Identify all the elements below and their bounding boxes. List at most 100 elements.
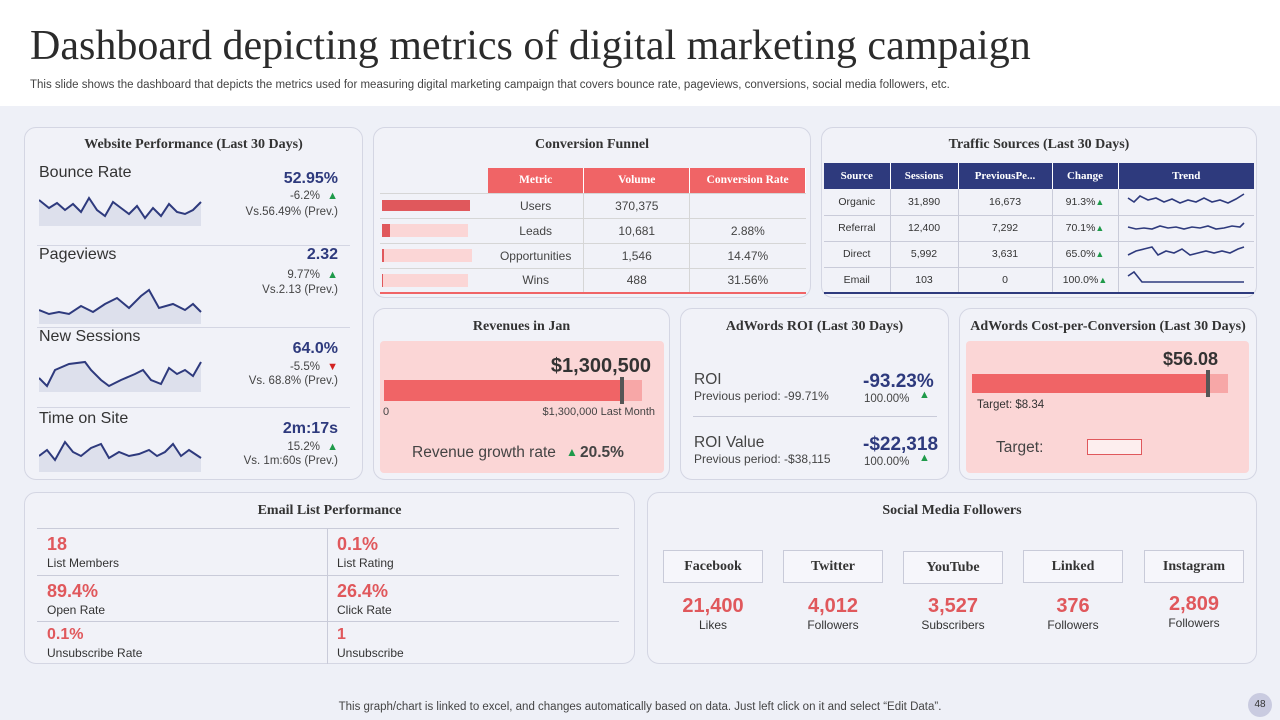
table-row: Leads 10,681 2.88% <box>380 218 806 244</box>
metric-change: 9.77% <box>287 269 320 281</box>
sessions-cell: 31,890 <box>890 189 959 216</box>
list-members-cell: 18 List Members <box>37 528 327 574</box>
volume-cell: 1,546 <box>583 243 691 269</box>
youtube-label-box: YouTube <box>903 551 1003 584</box>
conversion-funnel-table: Metric Volume Conversion Rate Users 370,… <box>380 168 806 294</box>
facebook-label-box: Facebook <box>663 550 763 583</box>
metric-cell: Opportunities <box>487 243 585 269</box>
roi-label: ROI <box>694 371 722 388</box>
trend-cell <box>1118 215 1254 242</box>
social-media-panel: Social Media Followers Facebook 21,400 L… <box>647 492 1257 664</box>
previous-cell: 3,631 <box>958 241 1053 268</box>
change-value: 65.0% <box>1065 248 1096 260</box>
pageviews-row: Pageviews 2.32 9.77% ▲ Vs.2.13 (Prev.) <box>37 246 350 328</box>
metric-prev: Vs.2.13 (Prev.) <box>262 284 338 296</box>
roi-value: -93.23% <box>863 371 934 392</box>
metric-prev: Vs. 1m:60s (Prev.) <box>243 455 338 467</box>
funnel-bar <box>382 249 472 262</box>
traffic-sources-table: Source Sessions PreviousPe... Change Tre… <box>824 163 1254 294</box>
sessions-cell: 5,992 <box>890 241 959 268</box>
previous-cell: 7,292 <box>958 215 1053 242</box>
page-subtitle: This slide shows the dashboard that depi… <box>30 79 950 91</box>
revenue-growth-label: Revenue growth rate <box>412 444 556 461</box>
change-cell: 91.3%▲ <box>1052 189 1119 216</box>
email-metric-value: 0.1% <box>337 534 379 554</box>
adwords-cpc-panel: AdWords Cost-per-Conversion (Last 30 Day… <box>959 308 1257 480</box>
change-value: 70.1% <box>1065 222 1096 234</box>
up-arrow-icon: ▲ <box>1095 249 1105 259</box>
email-metric-value: 0.1% <box>47 626 84 643</box>
trend-sparkline <box>1127 245 1245 256</box>
trend-sparkline <box>1127 271 1245 284</box>
source-cell: Direct <box>824 241 891 268</box>
revenue-min-label: 0 <box>383 406 390 418</box>
revenue-max-label: $1,300,000 Last Month <box>542 406 655 418</box>
adwords-roi-panel: AdWords ROI (Last 30 Days) ROI Previous … <box>680 308 949 480</box>
table-header-row: Source Sessions PreviousPe... Change Tre… <box>824 163 1254 189</box>
linked-count: 376 <box>1056 595 1090 617</box>
up-arrow-icon: ▲ <box>327 441 338 453</box>
metric-prev: Vs.56.49% (Prev.) <box>245 206 338 218</box>
column-header: Sessions <box>890 163 959 189</box>
bounce-rate-sparkline <box>39 196 202 226</box>
column-header: Change <box>1052 163 1119 189</box>
up-arrow-icon: ▲ <box>1095 223 1105 233</box>
email-metric-label: Unsubscribe Rate <box>47 646 143 660</box>
metric-cell: Users <box>487 193 585 219</box>
metric-cell: Leads <box>487 218 585 244</box>
revenues-box <box>380 341 664 473</box>
volume-cell: 488 <box>583 268 691 294</box>
revenue-progress-bar <box>384 380 642 401</box>
email-metric-value: 26.4% <box>337 581 389 601</box>
email-metric-value: 1 <box>337 626 346 643</box>
trend-cell <box>1118 241 1254 268</box>
unsubscribe-rate-cell: 0.1% Unsubscribe Rate <box>37 621 327 667</box>
metric-name: Time on Site <box>39 410 129 427</box>
rate-cell: 14.47% <box>689 243 806 269</box>
table-row: Direct 5,992 3,631 65.0%▲ <box>824 241 1254 268</box>
column-header: Volume <box>583 168 691 194</box>
table-row: Users 370,375 <box>380 193 806 219</box>
rate-cell: 2.88% <box>689 218 806 244</box>
divider <box>327 528 328 664</box>
metric-value: 64.0% <box>292 340 338 357</box>
metric-name: New Sessions <box>39 328 141 345</box>
divider <box>37 575 619 576</box>
twitter-count: 4,012 <box>807 595 859 617</box>
roi-value-prev: Previous period: -$38,115 <box>694 452 831 466</box>
up-arrow-icon: ▲ <box>566 445 578 459</box>
roi-value-value: -$22,318 <box>863 434 939 455</box>
trend-sparkline <box>1128 221 1245 230</box>
change-value: 91.3% <box>1065 195 1096 208</box>
cpc-progress-fill <box>972 374 1208 393</box>
metric-change: 15.2% <box>287 441 320 453</box>
page-number-badge: 48 <box>1248 693 1272 717</box>
divider <box>37 621 619 622</box>
email-metric-value: 18 <box>47 534 68 554</box>
cpc-target-label: Target: <box>996 439 1044 456</box>
table-row: Organic 31,890 16,673 91.3%▲ <box>824 189 1254 216</box>
up-arrow-icon: ▲ <box>1095 196 1105 207</box>
column-header: Conversion Rate <box>689 168 806 194</box>
sessions-cell: 12,400 <box>890 215 959 242</box>
list-rating-cell: 0.1% List Rating <box>327 528 617 574</box>
youtube-count-label: Subscribers <box>921 618 985 632</box>
traffic-sources-title: Traffic Sources (Last 30 Days) <box>948 137 1130 152</box>
cpc-progress-bar <box>972 374 1228 393</box>
metric-name: Pageviews <box>39 246 117 263</box>
trend-cell <box>1118 189 1254 216</box>
pageviews-sparkline <box>39 288 202 324</box>
funnel-bar <box>382 273 468 287</box>
metric-change: -5.5% <box>289 361 320 373</box>
previous-cell: 0 <box>958 267 1053 294</box>
cpc-target-text: Target: $8.34 <box>977 399 1045 411</box>
time-on-site-row: Time on Site 2m:17s 15.2% ▲ Vs. 1m:60s (… <box>37 410 350 478</box>
roi-pct: 100.00% <box>864 393 910 405</box>
rate-cell <box>689 193 806 219</box>
source-cell: Referral <box>824 215 891 242</box>
up-arrow-icon: ▲ <box>1098 274 1108 285</box>
change-cell: 65.0%▲ <box>1052 241 1119 268</box>
click-rate-cell: 26.4% Click Rate <box>327 575 617 621</box>
adwords-roi-title: AdWords ROI (Last 30 Days) <box>725 319 904 334</box>
up-arrow-icon: ▲ <box>327 190 338 202</box>
